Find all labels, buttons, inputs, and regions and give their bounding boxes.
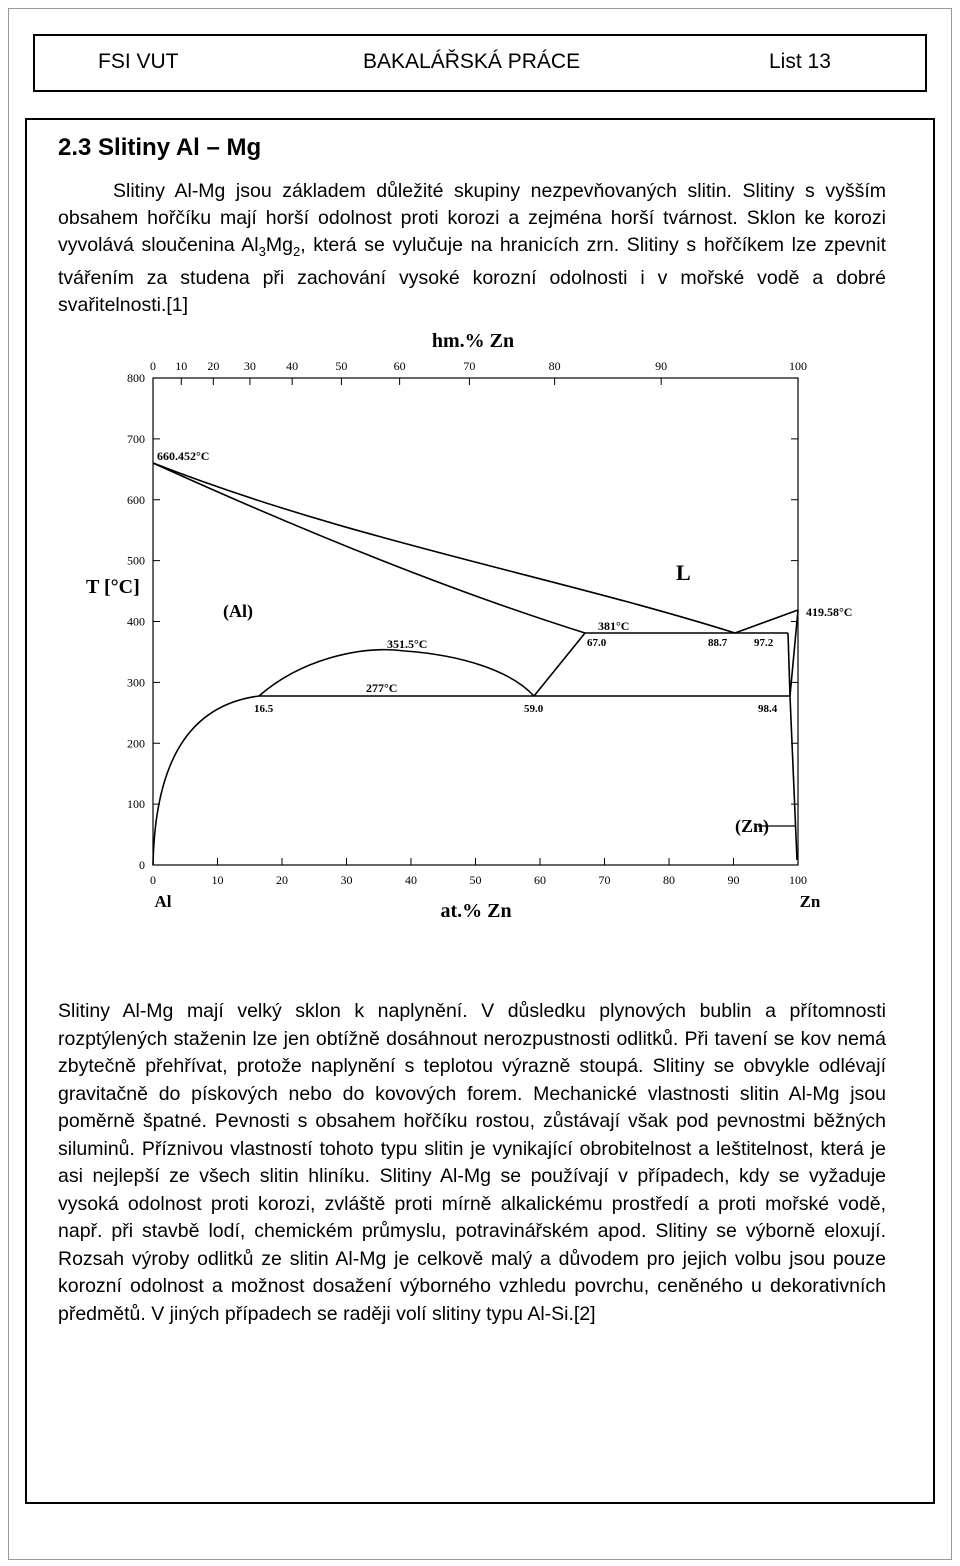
x-tick-label: 70 xyxy=(599,873,611,887)
page-border xyxy=(8,8,952,1560)
x-tick-label: 100 xyxy=(789,873,807,887)
annotation: (Zn) xyxy=(735,816,769,837)
x-axis-label: at.% Zn xyxy=(440,900,511,922)
annotation: 97.2 xyxy=(754,637,774,649)
x-tick-label: 90 xyxy=(728,873,740,887)
annotation: 351.5°C xyxy=(387,637,427,651)
annotation: 98.4 xyxy=(758,703,778,715)
header-box xyxy=(33,34,927,92)
y-axis-label: T [°C] xyxy=(86,576,140,598)
header-right: List 13 xyxy=(769,50,831,73)
x-tick-label: 10 xyxy=(212,873,224,887)
annotation: 419.58°C xyxy=(806,605,852,619)
annotation: 277°C xyxy=(366,681,397,695)
top-tick-label: 90 xyxy=(655,359,667,373)
text: , která se vylučuje na hranicích zrn. Sl… xyxy=(58,234,886,316)
annotation: 88.7 xyxy=(708,637,728,649)
annotation: 660.452°C xyxy=(157,449,209,463)
y-tick-label: 300 xyxy=(127,675,145,689)
top-tick-label: 70 xyxy=(463,359,475,373)
header-left: FSI VUT xyxy=(98,50,179,73)
annotation: 59.0 xyxy=(524,703,544,715)
annotation: 67.0 xyxy=(587,637,607,649)
y-tick-label: 100 xyxy=(127,797,145,811)
top-tick-label: 50 xyxy=(335,359,347,373)
phase-diagram: 0 10 20 30 40 50 60 70 80 90 100 0 10 20 30 40 50 60 70 80 9… xyxy=(86,330,852,922)
top-axis-label: hm.% Zn xyxy=(432,330,514,352)
text: Slitiny Al-Mg jsou základem důležité sku… xyxy=(58,180,886,256)
top-tick-label: 30 xyxy=(244,359,256,373)
paragraph: Slitiny Al-Mg jsou základem důležité sku… xyxy=(58,178,886,319)
x-tick-label: 30 xyxy=(341,873,353,887)
top-tick-label: 80 xyxy=(549,359,561,373)
y-tick-label: 700 xyxy=(127,432,145,446)
top-tick-label: 10 xyxy=(175,359,187,373)
text: Mg xyxy=(265,234,293,256)
annotation: 381°C xyxy=(598,619,629,633)
x-tick-label: 0 xyxy=(150,873,156,887)
y-tick-label: 500 xyxy=(127,554,145,568)
text: 3 xyxy=(258,243,266,259)
y-tick-label: 600 xyxy=(127,493,145,507)
y-tick-label: 0 xyxy=(139,858,145,872)
paragraph: Slitiny Al-Mg mají velký sklon k naplyně… xyxy=(58,1000,886,1325)
axis-end: Zn xyxy=(800,892,821,911)
top-tick-label: 60 xyxy=(394,359,406,373)
x-tick-label: 80 xyxy=(663,873,675,887)
axis-end: Al xyxy=(155,892,172,911)
header-center: BAKALÁŘSKÁ PRÁCE xyxy=(363,50,581,73)
top-tick-label: 20 xyxy=(207,359,219,373)
annotation: (Al) xyxy=(223,601,253,622)
y-tick-label: 200 xyxy=(127,736,145,750)
annotation: L xyxy=(676,560,691,585)
x-tick-label: 20 xyxy=(276,873,288,887)
curves xyxy=(152,377,799,866)
x-tick-label: 50 xyxy=(470,873,482,887)
x-tick-label: 40 xyxy=(405,873,417,887)
top-tick-label: 40 xyxy=(286,359,298,373)
top-tick-label: 100 xyxy=(789,359,807,373)
content-box xyxy=(25,118,935,1504)
x-tick-label: 60 xyxy=(534,873,546,887)
y-tick-label: 400 xyxy=(127,615,145,629)
text: 2 xyxy=(292,243,301,259)
annotation: 16.5 xyxy=(254,703,274,715)
top-tick-label: 0 xyxy=(150,359,156,373)
heading: 2.3 Slitiny Al – Mg xyxy=(58,134,262,161)
y-tick-label: 800 xyxy=(127,371,145,385)
